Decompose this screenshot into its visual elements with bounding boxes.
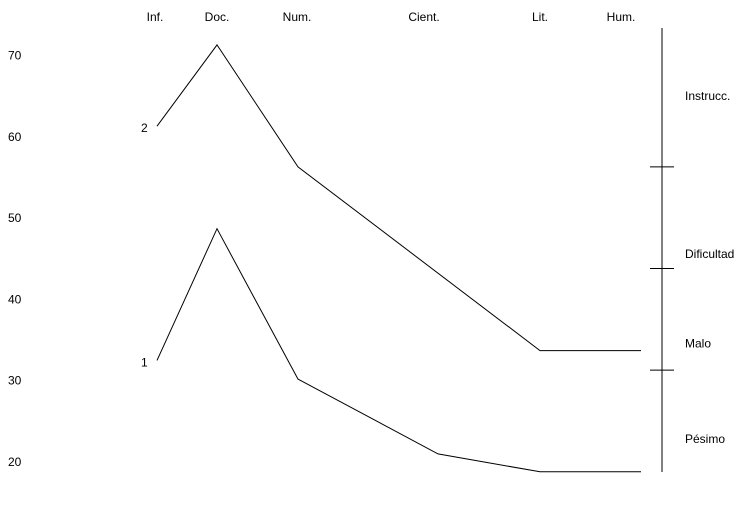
y-tick-label: 50: [8, 211, 22, 225]
series-line-2: [156, 44, 641, 352]
y-tick-label: 60: [8, 130, 22, 144]
rating-scale: Instrucc. Dificultad Malo Pésimo: [650, 28, 734, 472]
y-axis-labels: 70 60 50 40 30 20: [8, 49, 22, 470]
series-labels: 21: [141, 121, 148, 369]
y-tick-label: 30: [8, 374, 22, 388]
x-tick-label: Cient.: [408, 10, 439, 24]
x-tick-label: Lit.: [532, 10, 548, 24]
y-tick-label: 70: [8, 49, 22, 63]
scale-band-label: Dificultad: [685, 247, 734, 261]
series-label: 2: [141, 121, 148, 135]
x-tick-label: Hum.: [607, 10, 636, 24]
scale-band-label: Pésimo: [685, 432, 725, 446]
scale-band-label: Instrucc.: [685, 89, 730, 103]
series-line-1: [156, 227, 641, 473]
x-tick-label: Doc.: [205, 10, 230, 24]
x-tick-label: Num.: [283, 10, 312, 24]
x-tick-label: Inf.: [147, 10, 164, 24]
series-label: 1: [141, 355, 148, 369]
x-axis-labels: Inf. Doc. Num. Cient. Lit. Hum.: [147, 10, 636, 24]
series-lines: [156, 44, 641, 473]
y-tick-label: 40: [8, 292, 22, 306]
scale-band-label: Malo: [685, 336, 711, 350]
y-tick-label: 20: [8, 455, 22, 469]
